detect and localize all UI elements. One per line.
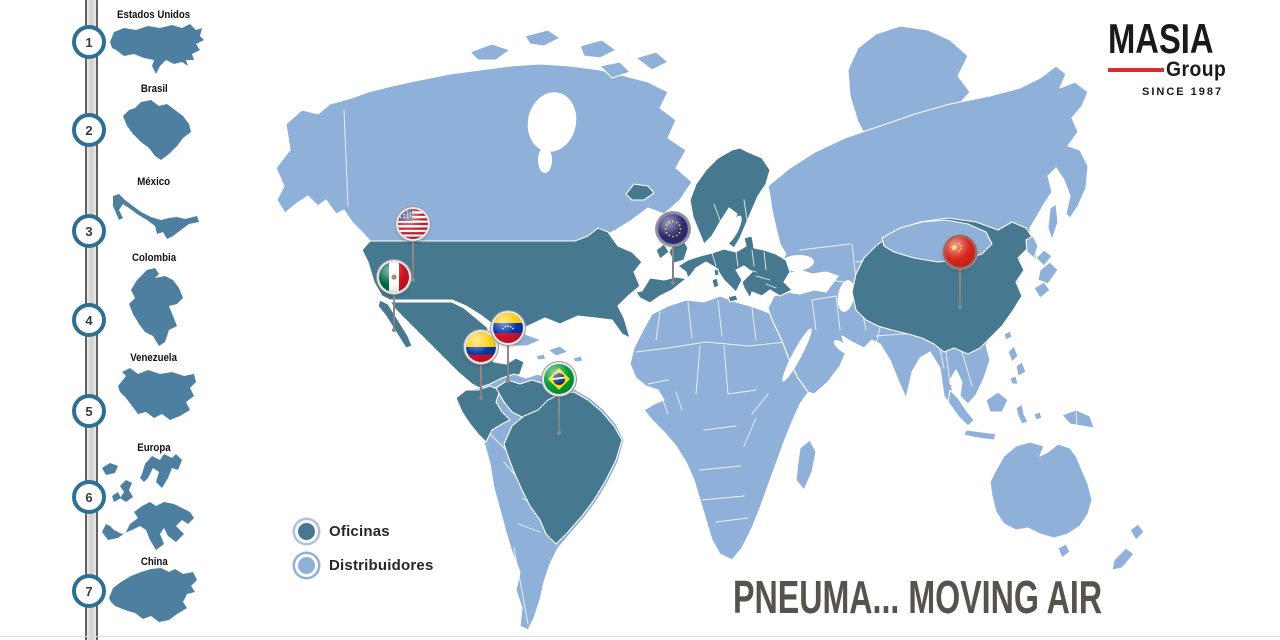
logo-masia-text: MASIA xyxy=(1108,15,1214,62)
united-states-flag-icon xyxy=(398,209,428,239)
pin-stick xyxy=(506,328,510,383)
region-new-guinea xyxy=(1061,409,1095,429)
pin-stick xyxy=(958,252,962,309)
mexico-flag-icon xyxy=(379,262,409,292)
region-canada-alaska xyxy=(275,63,693,242)
sidebar-number-2: 2 xyxy=(72,113,106,147)
logo-since-text: SINCE 1987 xyxy=(1142,86,1224,98)
colombia-flag-icon xyxy=(466,332,496,362)
region-arctic-islands xyxy=(469,29,669,79)
venezuela-flag-icon xyxy=(493,313,523,343)
masia-group-logo: MASIA Group SINCE 1987 xyxy=(1108,15,1258,98)
sidebar-label-europa: Europa xyxy=(137,442,171,454)
sidebar-number-3: 3 xyxy=(72,214,106,248)
pin-stick xyxy=(671,229,675,285)
region-caribbean xyxy=(504,333,584,363)
region-japan xyxy=(1033,249,1059,299)
legend-label: Distribuidores xyxy=(329,556,434,574)
sidebar-number-6: 6 xyxy=(72,480,106,514)
region-korea xyxy=(1025,235,1039,259)
region-australia xyxy=(989,441,1093,559)
region-usa xyxy=(361,227,643,339)
china-silhouette-icon xyxy=(109,568,197,622)
logo-group-text: Group xyxy=(1166,58,1227,81)
region-africa xyxy=(629,295,839,561)
sidebar-label-mexico: México xyxy=(137,176,171,188)
pin-stick xyxy=(411,224,415,282)
legend-item-oficinas: Oficinas xyxy=(294,514,433,548)
mexico-silhouette-icon xyxy=(113,194,199,239)
legend-item-distribuidores: Distribuidores xyxy=(294,548,433,582)
region-indonesia xyxy=(947,389,1043,441)
sidebar-number-7: 7 xyxy=(72,574,106,608)
office-marker-icon xyxy=(298,522,315,540)
region-mediterranean-islands xyxy=(711,268,739,303)
european-union-flag-icon xyxy=(658,214,688,244)
region-iceland xyxy=(625,183,655,201)
pin-stick xyxy=(557,379,561,435)
china-flag-icon xyxy=(945,237,975,267)
europe-silhouette-icon xyxy=(102,454,194,550)
distributor-marker-icon xyxy=(298,556,315,574)
sidebar-label-brasil: Brasil xyxy=(140,83,168,95)
sidebar-number-1: 1 xyxy=(72,25,106,59)
region-philippines xyxy=(1007,345,1027,385)
region-madagascar xyxy=(795,439,817,491)
pin-stick xyxy=(479,347,483,400)
sidebar-number-4: 4 xyxy=(72,303,106,337)
venezuela-silhouette-icon xyxy=(118,368,196,420)
colombia-silhouette-icon xyxy=(129,268,183,346)
region-new-zealand xyxy=(1111,523,1145,571)
brazil-flag-icon xyxy=(544,364,574,394)
usa-silhouette-icon xyxy=(110,24,204,74)
sidebar-number-5: 5 xyxy=(72,394,106,428)
legend-label: Oficinas xyxy=(329,522,390,540)
sidebar-label-estados-unidos: Estados Unidos xyxy=(117,9,191,21)
region-scandinavia xyxy=(689,147,771,249)
region-taiwan xyxy=(1003,330,1013,341)
brazil-silhouette-icon xyxy=(123,100,191,160)
sidebar-label-venezuela: Venezuela xyxy=(130,352,178,364)
sidebar-label-colombia: Colombia xyxy=(131,252,177,264)
legend: Oficinas Distribuidores xyxy=(294,514,433,582)
region-europe-mainland xyxy=(635,235,793,304)
slogan-text: PNEUMA... MOVING AIR xyxy=(733,571,1103,623)
region-colombia xyxy=(455,385,511,443)
region-sakhalin xyxy=(1047,203,1059,241)
bottom-divider xyxy=(0,636,1280,637)
logo-red-line xyxy=(1108,68,1164,72)
sidebar-label-china: China xyxy=(140,556,168,568)
pin-stick xyxy=(392,277,396,332)
